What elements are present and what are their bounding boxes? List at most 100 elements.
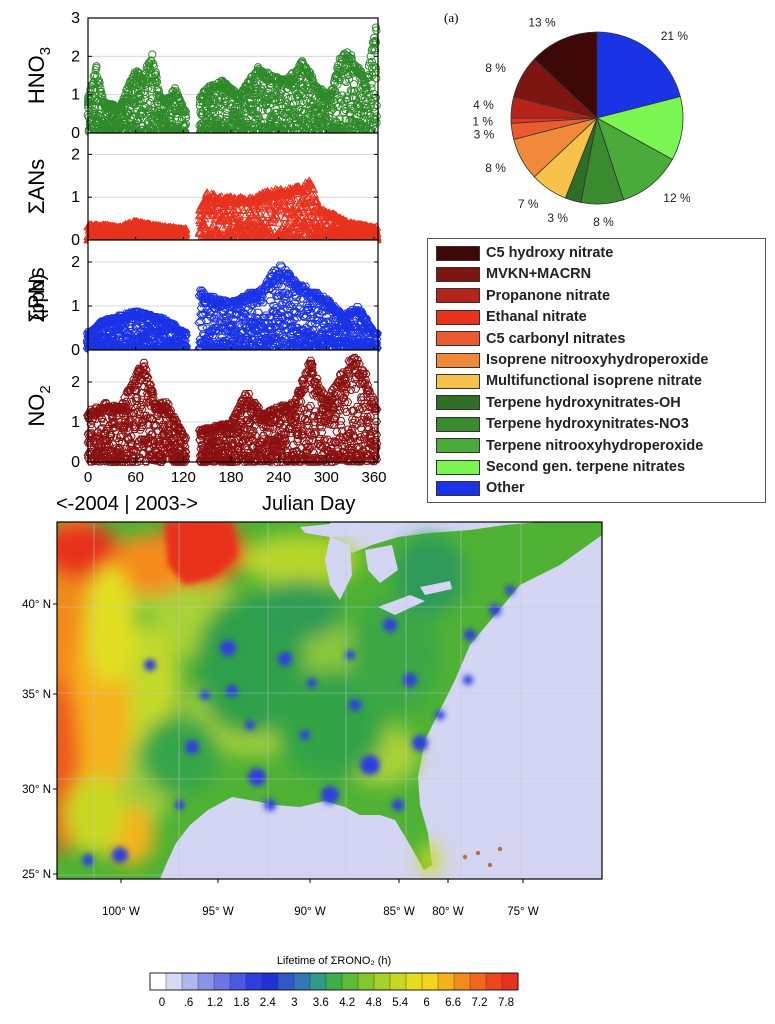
data-point [271,197,282,206]
data-point [362,118,371,127]
data-point [295,73,304,82]
data-point [181,107,190,117]
data-point [267,319,278,327]
data-point [296,202,306,212]
data-point [180,224,191,233]
data-point [316,308,327,316]
data-point [262,319,273,327]
data-point [195,317,206,325]
data-point [333,80,342,89]
data-point [152,73,161,82]
data-point [180,227,191,237]
data-point [371,64,380,73]
data-point [286,303,297,311]
data-point [272,281,284,289]
data-point [348,324,359,331]
data-point [343,92,352,101]
y-axis-label-subscript: 3 [37,47,54,55]
data-point [276,97,285,106]
data-point [277,306,289,314]
data-point [208,95,217,104]
data-point [194,210,205,220]
data-point [276,282,287,290]
data-point [213,118,222,127]
data-point [306,68,315,77]
data-point [372,118,381,127]
data-point [372,112,381,121]
data-point [357,310,368,318]
data-point [133,116,142,125]
data-point [256,293,267,301]
data-point [215,192,225,202]
data-point [211,226,222,236]
data-point [240,209,251,219]
data-point [97,87,106,96]
data-point [200,224,211,233]
data-point [284,317,295,325]
data-point [244,218,255,227]
y-tick-label: 0 [71,125,80,142]
data-point [268,301,280,309]
data-point [226,310,237,317]
data-point [273,206,283,215]
data-point [247,209,258,218]
data-point [151,68,160,77]
data-point [209,106,218,116]
data-point [220,209,231,218]
data-point [271,280,282,288]
data-point [254,294,266,302]
y-axis-label-text: HNO [24,55,49,104]
data-point [306,311,318,319]
y-tick-label: 1 [71,87,80,104]
data-point [235,216,246,225]
data-point [198,337,210,344]
data-point [289,100,298,109]
data-point [209,318,220,326]
data-point [89,72,98,81]
data-point [131,321,142,329]
data-point [371,68,380,77]
data-point [339,336,350,344]
y-tick-label: 0 [71,232,80,249]
data-point [124,88,133,97]
data-point [284,214,295,224]
data-point [200,220,210,229]
data-point [281,272,292,279]
data-point [307,72,316,81]
data-point [259,201,269,211]
data-point [241,299,253,307]
data-point [198,289,209,297]
data-point [143,84,152,93]
data-point [180,229,191,239]
data-point [256,331,267,339]
data-point [279,312,291,320]
data-point [265,100,275,109]
data-point [367,79,376,88]
data-point [180,331,191,339]
data-point [328,89,337,98]
data-point [206,313,217,321]
data-point [167,108,176,117]
data-point [372,74,381,83]
data-point [292,314,303,322]
data-point [356,67,366,76]
data-point [321,313,332,321]
data-point [293,217,303,227]
data-point [141,103,150,112]
data-point [236,337,247,345]
data-point [292,303,303,311]
data-point [230,332,241,340]
data-point [317,317,329,325]
data-point [212,202,223,212]
data-point [331,108,341,117]
data-point [367,84,376,93]
data-point [371,46,380,55]
data-point [217,222,228,232]
data-point [296,80,305,90]
data-point [271,210,282,220]
data-point [208,338,219,346]
data-point [284,202,294,211]
data-point [371,38,380,47]
